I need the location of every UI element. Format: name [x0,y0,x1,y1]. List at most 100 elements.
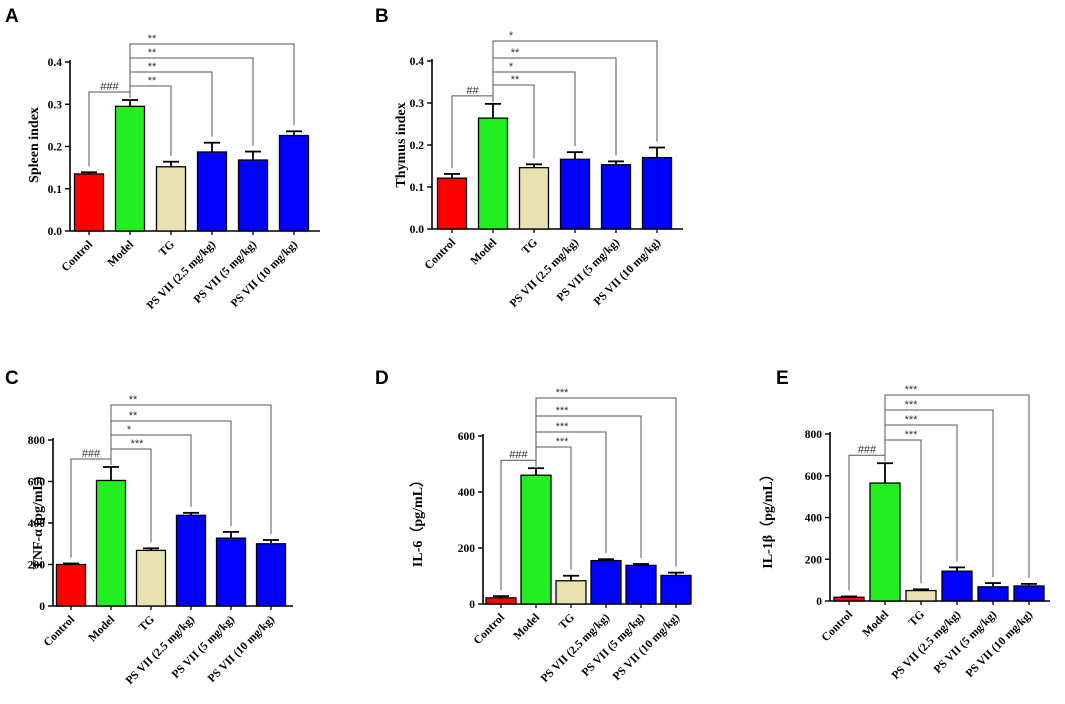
panel-d-significance-label: *** [556,387,570,399]
panel-a-category-label: Control [60,239,95,274]
panel-b-significance-label: ** [511,74,520,86]
panel-d-bar [520,474,552,605]
panel-c-bar [55,563,87,607]
panel-d-bar [485,597,517,605]
panel-d-ytick-label: 200 [458,543,476,555]
panel-e-bar [833,596,865,602]
panel-e-bar [977,586,1009,602]
panel-b-significance-label: ## [466,85,479,97]
panel-b-letter: B [375,6,389,27]
panel-e-category-label: PS VII (5 mg/kg) [932,609,999,676]
panel-b-significance-label: * [509,30,514,42]
panel-b-category-label: TG [520,237,540,257]
panel-b-bar [559,158,591,230]
panel-a-ylabel: Spleen index [27,107,42,183]
panel-c-significance-label: ### [82,448,101,460]
panel-a-bar [155,166,187,232]
panel-a-ytick-label: 0.0 [48,226,63,238]
panel-e-ytick-label: 600 [805,471,823,483]
panel-d-bar [555,580,587,605]
panel-b-category-label: Control [423,237,458,272]
panel-d-significance-bracket [535,415,642,558]
panel-d-letter: D [375,368,389,389]
panel-b-significance-label: ** [511,47,520,59]
panel-b-ytick-label: 0.0 [410,224,425,236]
panel-a-bar [73,173,105,232]
panel-a-ytick-label: 0.4 [48,57,63,69]
panel-c-ytick-label: 0 [39,601,45,613]
panel-e-ytick-label: 400 [805,513,823,525]
panel-b-ylabel: Thymus index [394,102,409,187]
panel-d-bar [625,564,657,605]
panel-c-bar [135,549,167,607]
panel-a-category-label: Model [105,239,136,270]
panel-d-significance-label: ### [509,449,528,461]
panel-e-bar [905,589,937,602]
panel-d-category-label: TG [557,612,577,632]
panel-d-ytick-label: 0 [469,599,475,611]
panel-c-category-label: TG [137,614,157,634]
panel-e-bar [1013,585,1045,602]
panel-a-bar [278,134,310,232]
panel-b-bar [600,164,632,230]
panel-d-category-label: PS VII (10 mg/kg) [611,612,682,683]
panel-a-letter: A [5,6,19,27]
panel-e-significance-label: *** [905,429,919,441]
panel-c-significance-label: ** [129,394,138,406]
panel-a-bar [196,151,228,232]
panel-e-ytick-label: 800 [805,429,823,441]
panel-e-significance-label: *** [905,414,919,426]
panel-c-bar [255,543,287,607]
panel-a-bar [237,159,269,232]
panel-a-significance-label: ** [148,61,157,73]
panel-e-letter: E [776,368,789,389]
panel-b-bar [641,156,673,230]
panel-e-significance-label: *** [905,399,919,411]
panel-a-category-label: PS VII (2.5 mg/kg) [145,239,219,313]
panel-c-category-label: PS VII (10 mg/kg) [206,614,277,685]
panel-d-significance-label: *** [556,405,570,417]
panel-a-significance-label: ### [100,81,119,93]
panel-c-significance-label: *** [131,438,145,450]
panel-e-bar [869,482,901,602]
panel-d-ytick-label: 600 [458,431,476,443]
panel-d-ytick-label: 400 [458,487,476,499]
panel-d-significance-bracket [535,397,677,567]
panel-b-bar [518,167,550,230]
panel-d-category-label: PS VII (5 mg/kg) [580,612,647,679]
panel-c-significance-label: ** [129,410,138,422]
panel-c-category-label: Model [86,614,117,645]
panel-d-category-label: Model [511,612,542,643]
panel-c-category-label: Control [42,614,77,649]
panel-e-ytick-label: 200 [805,554,823,566]
panel-c-bar [175,514,207,607]
panel-a-ytick-label: 0.3 [48,99,63,111]
panel-b-ytick-label: 0.1 [410,182,425,194]
panel-b-bar [436,177,468,230]
panel-c-significance-bracket [110,404,272,535]
panel-c-ytick-label: 800 [28,435,46,447]
panel-e-category-label: PS VII (2.5 mg/kg) [890,609,964,683]
panel-e-significance-bracket [884,394,1030,578]
panel-d-category-label: Control [472,612,507,647]
panel-e-category-label: PS VII (10 mg/kg) [964,609,1035,680]
panel-e-ytick-label: 0 [816,596,822,608]
panel-a-ytick-label: 0.2 [48,142,63,154]
panel-b-ytick-label: 0.2 [410,140,425,152]
panel-a-category-label: TG [157,239,177,259]
panel-e-significance-label: ### [858,444,877,456]
panel-e-significance-bracket [884,409,994,578]
panel-b-category-label: PS VII (2.5 mg/kg) [508,237,582,311]
panel-b-bar [477,117,509,230]
panel-e-significance-label: *** [905,384,919,396]
panel-c-ytick-label: 200 [28,560,46,572]
panel-e-ylabel: IL-1β（pg/mL） [760,467,776,569]
panel-d-bar [590,559,622,605]
panel-b-significance-label: * [509,61,514,73]
panel-c-significance-label: * [127,424,132,436]
panel-a-ytick-label: 0.1 [48,184,63,196]
panel-c-significance-bracket [110,420,232,526]
panel-c-ylabel: TNF-α (pg/mL) [31,476,46,569]
panel-c-letter: C [5,368,19,389]
